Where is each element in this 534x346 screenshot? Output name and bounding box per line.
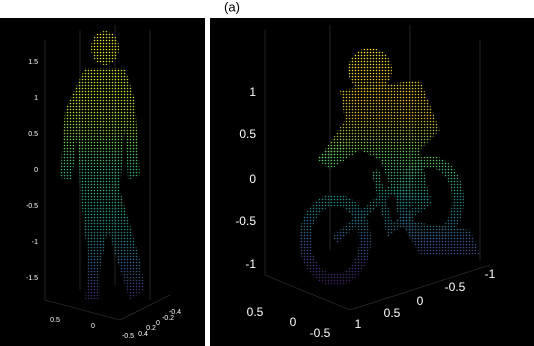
- caption: (a): [224, 0, 240, 14]
- x-tick-label: 0.5: [50, 317, 60, 324]
- z-tick-label: 1.5: [28, 59, 38, 66]
- z-tick-label: 1: [34, 95, 38, 102]
- y-tick-label: 1: [355, 317, 362, 331]
- cyclist-point-cloud: [290, 40, 500, 300]
- x-tick-label: -0.5: [122, 333, 134, 340]
- z-tick-label: 0.5: [239, 127, 256, 141]
- z-tick-label: 1: [249, 85, 256, 99]
- z-tick-label: 0: [34, 167, 38, 174]
- y-tick-label: -1: [485, 267, 496, 281]
- z-tick-label: -0.5: [235, 214, 256, 228]
- x-tick-label: 0: [290, 315, 297, 329]
- z-tick-label: -0.5: [26, 203, 38, 210]
- y-tick-label: 0: [417, 294, 424, 308]
- z-tick-label: 0.5: [28, 131, 38, 138]
- x-tick-label: 0.5: [247, 305, 264, 319]
- y-tick-label: -0.2: [162, 315, 174, 322]
- y-tick-label: 0: [156, 320, 160, 327]
- x-tick-label: 0: [91, 323, 95, 330]
- human-point-cloud: [40, 20, 160, 320]
- z-tick-label: -1: [245, 257, 256, 271]
- figure: (a) 1.5 1 0.5 0 -0.5 -1 -1.5 0.5 0 -0.5 …: [0, 0, 534, 346]
- z-tick-label: 0: [249, 172, 256, 186]
- y-tick-label: 0.4: [138, 331, 148, 338]
- y-tick-label: 0.5: [384, 306, 401, 320]
- y-tick-label: -0.5: [445, 280, 466, 294]
- z-tick-label: -1.5: [26, 275, 38, 282]
- z-tick-label: -1: [32, 239, 38, 246]
- x-tick-label: -0.5: [310, 326, 331, 340]
